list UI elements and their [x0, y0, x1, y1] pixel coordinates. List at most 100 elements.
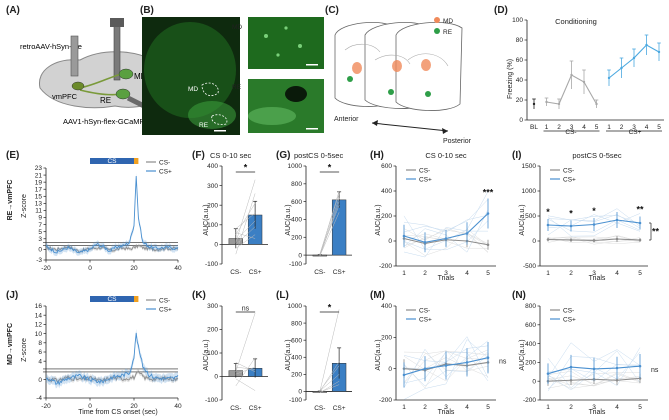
panel-d-group-csplus: CS+ — [629, 129, 642, 136]
y-tick-label: 17 — [35, 186, 43, 193]
data-point — [607, 76, 611, 80]
y-tick-label: 0 — [532, 378, 536, 385]
x-tick-label: 40 — [174, 265, 182, 272]
y-tick-label: -200 — [379, 397, 392, 404]
y-tick-label: 400 — [291, 217, 302, 224]
plot-n: -200 0 200 400 600 800 1 2 3 4 5 CS- CS+ ns — [523, 303, 659, 411]
injection-pipette — [70, 35, 79, 77]
y-tick-label: 400 — [207, 163, 218, 170]
plot-f: -100 0 100 200 300 400 CS- CS+ * — [205, 163, 268, 276]
anterior-label: Anterior — [334, 116, 359, 123]
paired-line — [235, 312, 256, 372]
panel-i-xlabel: Trials — [589, 275, 606, 282]
panel-l-ylabel: AUC(a.u.) — [285, 339, 292, 370]
panel-k-ylabel: AUC(a.u.) — [203, 339, 210, 370]
cs-stimulus-bar — [90, 158, 134, 164]
y-tick-label: 14 — [35, 312, 43, 319]
re-site-3 — [425, 91, 431, 97]
y-tick-label: 200 — [207, 202, 218, 209]
panel-e-ylabel: Z-score — [21, 194, 28, 218]
panel-label-g: (G) — [276, 150, 290, 161]
individual-trace — [547, 373, 641, 389]
y-tick-label: 600 — [525, 322, 536, 329]
tissue-glow-1 — [144, 22, 236, 118]
individual-trace — [403, 199, 489, 233]
y-tick-label: 12 — [35, 322, 43, 329]
data-point — [546, 223, 550, 227]
y-tick-label: 200 — [381, 213, 392, 220]
y-tick-label: 0 — [519, 117, 523, 124]
panel-f-ylabel: AUC(a.u.) — [203, 204, 210, 235]
y-tick-label: -100 — [289, 261, 302, 268]
x-tick-label: 1 — [545, 124, 549, 131]
x-tick-label: 3 — [592, 270, 596, 277]
x-tick-label: 4 — [582, 124, 586, 131]
individual-trace — [547, 215, 641, 224]
paired-line — [235, 357, 256, 387]
paired-line — [235, 212, 256, 229]
paired-line — [235, 220, 256, 241]
panel-label-k: (K) — [192, 290, 206, 301]
category-label: CS+ — [249, 405, 262, 412]
md-site-2 — [392, 60, 402, 72]
data-point — [444, 364, 448, 367]
y-tick-label: 16 — [35, 303, 43, 310]
data-point — [444, 237, 448, 240]
y-tick-label: 1000 — [288, 163, 303, 170]
x-tick-label: 5 — [595, 124, 599, 131]
x-tick-label: 40 — [174, 403, 182, 410]
sig-marker: *** — [483, 188, 494, 198]
x-tick-label: 1 — [607, 124, 611, 131]
data-point — [595, 102, 598, 106]
legend-label-i: CS- — [563, 168, 574, 175]
y-tick-label: 800 — [291, 320, 302, 327]
y-tick-label: 400 — [291, 354, 302, 361]
y-tick-label: -3 — [36, 257, 42, 264]
y-tick-label: 0 — [38, 377, 42, 384]
arrowhead-posterior — [442, 128, 448, 134]
data-point — [402, 234, 406, 238]
individual-trace — [403, 349, 489, 382]
x-tick-label: 5 — [638, 404, 642, 411]
data-point — [557, 102, 561, 106]
panel-label-d: (D) — [494, 5, 508, 16]
y-tick-label: 23 — [35, 165, 43, 172]
paired-line — [319, 193, 340, 255]
md-region — [118, 68, 134, 80]
data-point — [657, 50, 661, 54]
paired-line — [235, 226, 256, 245]
anterior-posterior-arrow — [371, 122, 449, 132]
virus-label-retro: retroAAV-hSyn-cre — [20, 42, 82, 51]
individual-trace — [403, 214, 489, 233]
panel-d-ylabel: Freezing (%) — [507, 59, 514, 99]
x-tick-label: 3 — [592, 404, 596, 411]
histology-md-inset — [248, 17, 324, 69]
paired-line — [319, 374, 340, 392]
y-tick-label: 0 — [388, 366, 392, 373]
y-tick-label: -200 — [379, 263, 392, 270]
plot-g: -100 0 200 400 600 800 1000 CS- CS+ * — [288, 163, 352, 276]
re-site-1 — [347, 76, 353, 82]
panel-label-c: (C) — [325, 5, 339, 16]
sig-marker: * — [244, 163, 248, 173]
plot-h: -200 0 200 400 600 1 2 3 4 5 CS- CS+ *** — [379, 163, 496, 277]
arrowhead-anterior — [372, 120, 378, 126]
data-point — [638, 221, 642, 225]
scale-bar-re-inset — [306, 128, 318, 130]
x-tick-label: 5 — [486, 270, 490, 277]
data-point — [465, 232, 469, 235]
category-label: CS- — [230, 405, 241, 412]
data-point — [620, 66, 623, 70]
panel-c: (C) MD RE Anterior Posterior — [325, 5, 472, 145]
data-point — [465, 361, 469, 364]
sig-marker: * — [592, 206, 596, 216]
legend-label-n: CS+ — [563, 317, 576, 324]
x-tick-label: 5 — [657, 124, 661, 131]
data-point — [615, 218, 619, 222]
paired-line — [235, 362, 256, 373]
y-tick-label: 0 — [532, 238, 536, 245]
cell-dot — [298, 44, 302, 48]
y-tick-label: 21 — [35, 172, 43, 179]
y-tick-label: 80 — [516, 37, 524, 44]
